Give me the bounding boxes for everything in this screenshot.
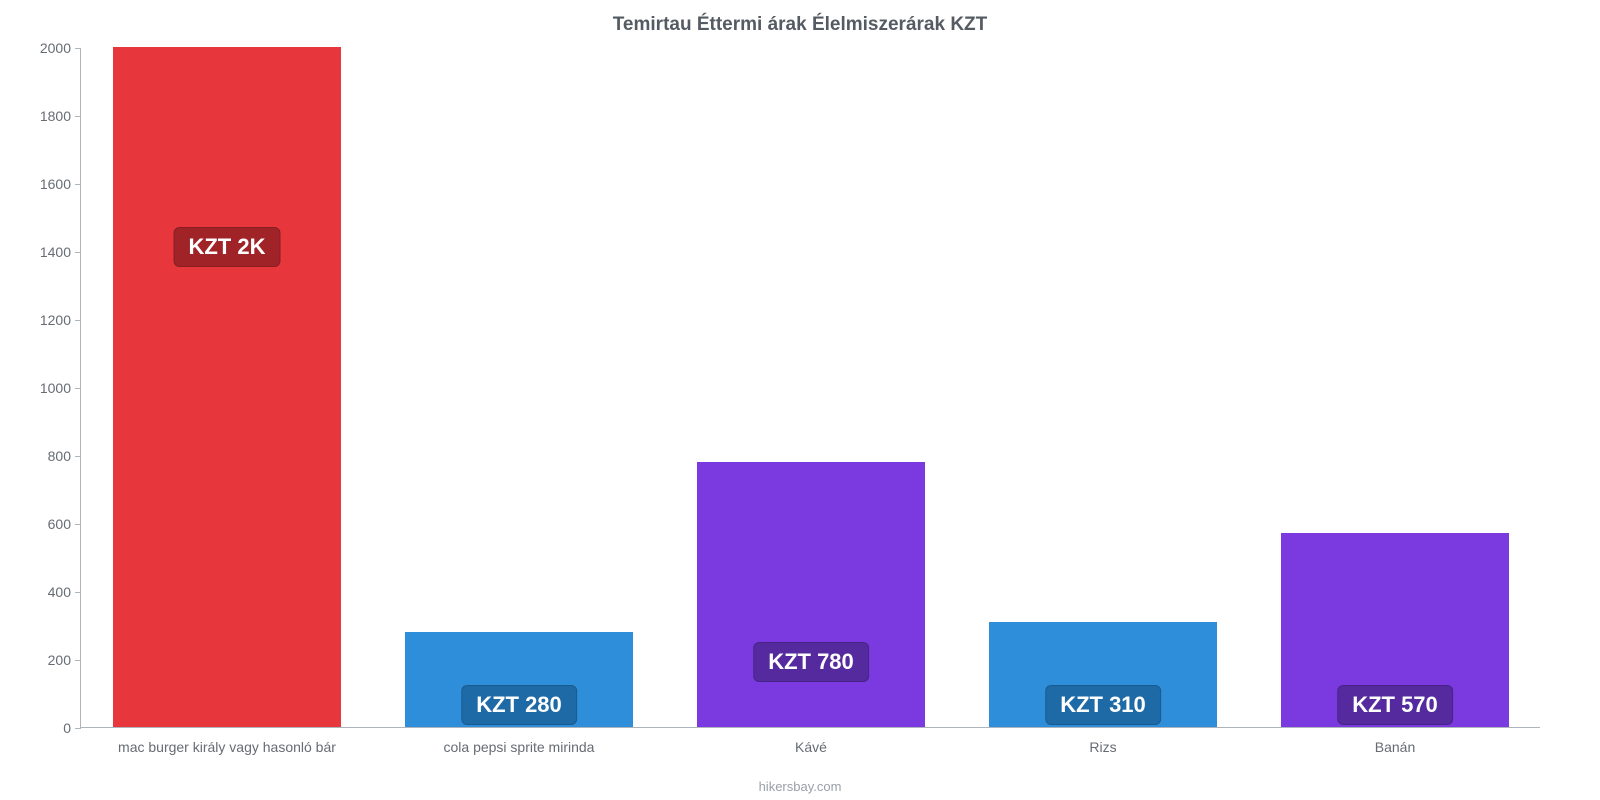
- xtick-label: Banán: [1375, 727, 1415, 755]
- attribution-text: hikersbay.com: [0, 779, 1600, 794]
- ytick-label: 1400: [40, 244, 81, 260]
- xtick-label: Rizs: [1089, 727, 1116, 755]
- bars-layer: KZT 2Kmac burger király vagy hasonló bár…: [81, 48, 1540, 727]
- ytick-label: 800: [48, 448, 81, 464]
- chart-title: Temirtau Éttermi árak Élelmiszerárak KZT: [0, 14, 1600, 36]
- xtick-label: mac burger király vagy hasonló bár: [118, 727, 336, 755]
- ytick-label: 1800: [40, 108, 81, 124]
- ytick-label: 0: [63, 720, 81, 736]
- bar-slot: KZT 310Rizs: [989, 47, 1217, 727]
- bar-slot: KZT 2Kmac burger király vagy hasonló bár: [113, 47, 341, 727]
- ytick-label: 1000: [40, 380, 81, 396]
- value-badge: KZT 570: [1337, 685, 1453, 725]
- xtick-label: cola pepsi sprite mirinda: [444, 727, 595, 755]
- bar: [697, 462, 925, 727]
- ytick-label: 200: [48, 652, 81, 668]
- bar-slot: KZT 280cola pepsi sprite mirinda: [405, 47, 633, 727]
- plot-area: KZT 2Kmac burger király vagy hasonló bár…: [80, 48, 1540, 728]
- bar-slot: KZT 570Banán: [1281, 47, 1509, 727]
- value-badge: KZT 2K: [173, 227, 280, 267]
- bar-slot: KZT 780Kávé: [697, 47, 925, 727]
- bar: [113, 47, 341, 727]
- ytick-label: 1600: [40, 176, 81, 192]
- value-badge: KZT 280: [461, 685, 577, 725]
- ytick-label: 2000: [40, 40, 81, 56]
- ytick-label: 400: [48, 584, 81, 600]
- xtick-label: Kávé: [795, 727, 827, 755]
- value-badge: KZT 310: [1045, 685, 1161, 725]
- ytick-label: 1200: [40, 312, 81, 328]
- price-bar-chart: Temirtau Éttermi árak Élelmiszerárak KZT…: [0, 0, 1600, 800]
- ytick-label: 600: [48, 516, 81, 532]
- value-badge: KZT 780: [753, 642, 869, 682]
